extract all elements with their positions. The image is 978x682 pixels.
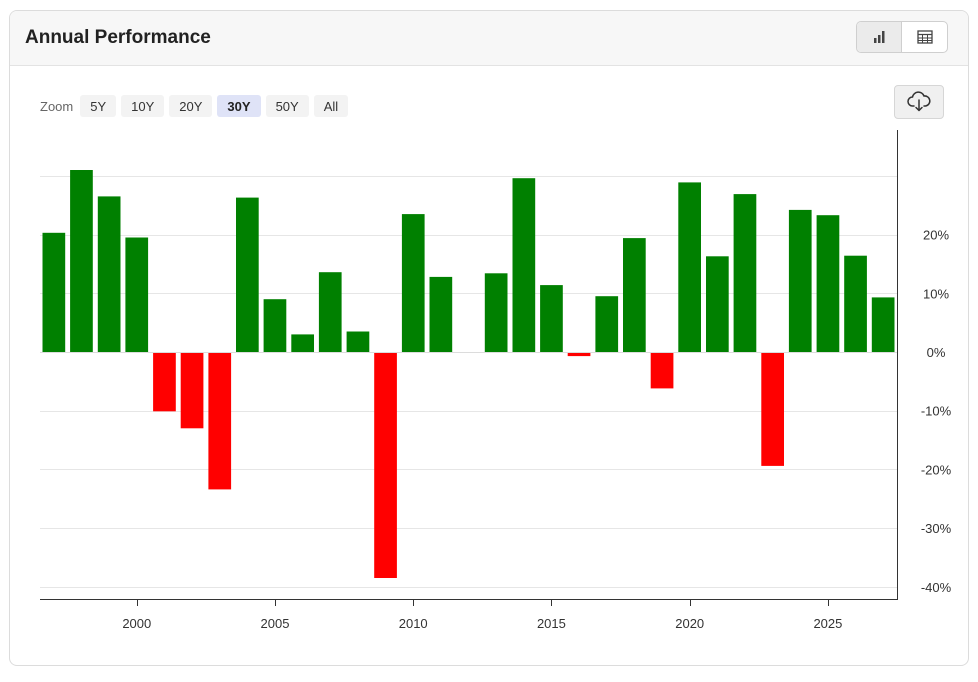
- bar-2017: [595, 296, 619, 352]
- bar-2001: [153, 352, 176, 412]
- x-tick-label: 2010: [399, 616, 428, 631]
- bar-2022: [733, 194, 757, 352]
- cloud-download-icon: [907, 91, 931, 112]
- bar-2020: [678, 182, 701, 352]
- y-tick-label: -40%: [921, 580, 952, 595]
- y-tick-label: 20%: [923, 228, 949, 243]
- zoom-5y-button[interactable]: 5Y: [80, 95, 117, 117]
- bar-2018: [623, 238, 646, 352]
- bar-2008: [346, 331, 370, 352]
- zoom-20y-button[interactable]: 20Y: [169, 95, 213, 117]
- y-tick-label: -20%: [921, 462, 952, 477]
- view-toggle: [856, 21, 948, 53]
- bar-2013: [484, 273, 508, 352]
- bar-2003: [208, 352, 232, 490]
- zoom-label: Zoom: [40, 98, 74, 114]
- x-tick-label: 2000: [122, 616, 151, 631]
- bar-2011: [429, 276, 453, 352]
- bar-2007: [318, 272, 342, 352]
- bar-2024: [788, 209, 812, 352]
- bar-2016: [567, 352, 591, 357]
- bar-1999: [97, 196, 121, 352]
- bar-2023: [761, 352, 784, 466]
- x-axis-labels: 2000 2005 2010 2015 2020 2025: [122, 616, 842, 631]
- bar-2021: [706, 256, 729, 352]
- zoom-selector: Zoom 5Y 10Y 20Y 30Y 50Y All: [40, 95, 349, 117]
- download-button[interactable]: [894, 85, 944, 119]
- y-tick-label: 10%: [923, 286, 949, 301]
- bar-2025: [816, 215, 840, 352]
- y-tick-label: -10%: [921, 404, 952, 419]
- bar-1998: [70, 170, 93, 352]
- bar-2015: [540, 285, 563, 352]
- bar-2027: [871, 297, 895, 352]
- bars: [42, 170, 895, 578]
- bar-1997: [42, 232, 66, 352]
- x-tick-label: 2015: [537, 616, 566, 631]
- x-tick-label: 2025: [813, 616, 842, 631]
- table-icon: [916, 30, 933, 44]
- zoom-50y-button[interactable]: 50Y: [265, 95, 309, 117]
- zoom-all-button[interactable]: All: [313, 95, 349, 117]
- bar-2002: [180, 352, 204, 429]
- bar-2014: [512, 178, 536, 352]
- page-title: Annual Performance: [25, 27, 211, 48]
- bar-2000: [125, 237, 149, 352]
- axes: [40, 130, 898, 606]
- x-tick-label: 2005: [261, 616, 290, 631]
- bar-2006: [291, 334, 314, 352]
- y-tick-label: 0%: [927, 345, 946, 360]
- y-axis-labels: -40% -30% -20% -10% 0% 10% 20%: [921, 228, 952, 595]
- zoom-10y-button[interactable]: 10Y: [121, 95, 165, 117]
- bar-2009: [374, 352, 397, 578]
- bar-chart-icon: [874, 31, 885, 43]
- bar-2019: [650, 352, 674, 389]
- bar-2010: [401, 214, 425, 352]
- chart-view-button[interactable]: [857, 22, 902, 52]
- card-header: Annual Performance: [10, 11, 968, 66]
- x-tick-label: 2020: [675, 616, 704, 631]
- table-view-button[interactable]: [902, 22, 947, 52]
- y-tick-label: -30%: [921, 521, 952, 536]
- bar-2026: [844, 255, 867, 352]
- zoom-30y-button[interactable]: 30Y: [217, 95, 261, 117]
- bar-2005: [263, 299, 287, 352]
- bar-2004: [236, 197, 259, 352]
